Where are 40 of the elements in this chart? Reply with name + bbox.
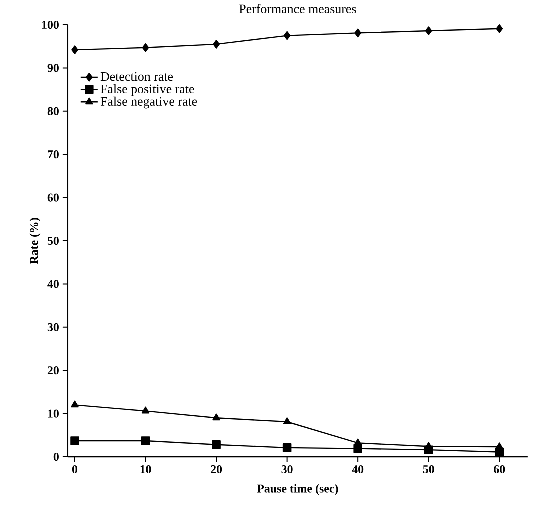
point [141, 436, 150, 446]
y-tick-label: 40 [48, 280, 59, 288]
y-tick-label: 0 [54, 452, 59, 462]
y-tick-label: 10 [48, 410, 59, 418]
y-tick-label: 60 [48, 194, 59, 202]
x-tick-label: 10 [140, 466, 152, 474]
point [212, 414, 220, 421]
x-tick-label: 60 [494, 466, 506, 474]
point [213, 40, 220, 49]
point [354, 444, 362, 454]
x-tick-label: 40 [352, 466, 364, 474]
y-tick-label: 20 [48, 366, 59, 375]
y-tick-label: 90 [48, 64, 59, 72]
point [72, 46, 78, 54]
point [282, 444, 292, 452]
y-axis-title: Rate (%) [30, 218, 41, 264]
x-tick-label: 50 [423, 466, 434, 474]
point [425, 26, 432, 36]
x-tick-label: 0 [72, 466, 78, 474]
chart-title: Performance measures [240, 4, 356, 14]
point [283, 418, 292, 424]
legend-label: False negative rate [100, 96, 198, 109]
point [142, 44, 150, 52]
y-tick-label: 30 [48, 323, 59, 332]
point [496, 24, 504, 34]
y-tick-label: 100 [42, 20, 59, 30]
x-tick-label: 20 [211, 466, 222, 474]
point [142, 406, 150, 414]
y-tick-label: 70 [48, 150, 59, 159]
legend-label: Detection rate [100, 72, 174, 82]
x-tick-label: 30 [282, 466, 293, 474]
point [71, 400, 79, 408]
point [354, 28, 362, 38]
point [212, 440, 221, 450]
legend-label: False positive rate [100, 84, 194, 96]
y-tick-label: 50 [48, 236, 59, 246]
point [284, 31, 291, 40]
y-tick-label: 80 [48, 107, 59, 116]
x-axis-title: Pause time (sec) [257, 484, 338, 496]
point [70, 436, 80, 446]
